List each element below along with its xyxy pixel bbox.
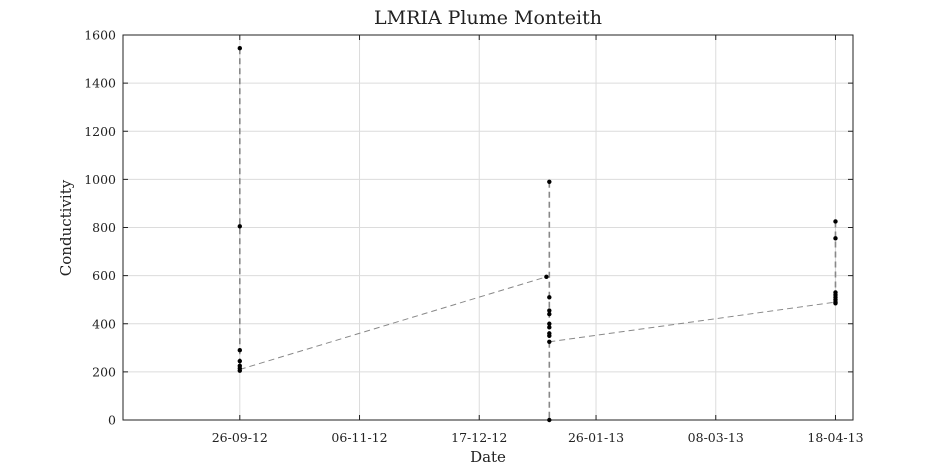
data-point (547, 325, 552, 330)
y-tick-label: 0 (108, 413, 116, 428)
x-tick-label: 26-09-12 (212, 430, 268, 445)
x-axis-label: Date (470, 448, 506, 466)
data-point (237, 224, 242, 229)
y-tick-label: 200 (92, 364, 116, 379)
data-point (237, 358, 242, 364)
data-point (547, 321, 552, 326)
y-tick-label: 800 (92, 220, 116, 235)
x-tick-label: 18-04-13 (807, 430, 863, 445)
y-tick-label: 1200 (84, 124, 116, 139)
data-point (547, 417, 552, 423)
y-tick-label: 1400 (84, 76, 116, 91)
data-point (547, 339, 552, 344)
data-point (237, 46, 242, 51)
data-point (833, 236, 838, 241)
y-tick-label: 1000 (84, 172, 116, 187)
x-tick-label: 06-11-12 (331, 430, 387, 445)
trend-line (239, 276, 547, 370)
data-point (833, 301, 838, 306)
x-tick-label: 08-03-13 (688, 430, 744, 445)
data-point (544, 274, 549, 280)
data-point (547, 179, 552, 184)
data-point (547, 308, 552, 313)
chart-title: LMRIA Plume Monteith (374, 7, 602, 29)
y-axis-label: Conductivity (57, 179, 75, 276)
trend-line (549, 301, 836, 343)
data-point (547, 295, 552, 300)
x-tick-label: 26-01-13 (568, 430, 624, 445)
y-tick-label: 400 (92, 316, 116, 331)
points-layer (237, 46, 838, 423)
data-point (237, 348, 242, 353)
data-point (237, 368, 242, 373)
y-tick-label: 1600 (84, 28, 116, 43)
data-point (547, 333, 552, 338)
data-point (547, 311, 552, 317)
x-tick-label: 17-12-12 (451, 430, 507, 445)
grid-layer (123, 34, 853, 421)
data-point (833, 219, 838, 224)
ticks-layer: 0 200 400 600 800 1000 1200 1400 1600 26-09-12 06-… (84, 28, 863, 446)
lines-layer (239, 48, 837, 420)
y-tick-label: 600 (92, 268, 116, 283)
